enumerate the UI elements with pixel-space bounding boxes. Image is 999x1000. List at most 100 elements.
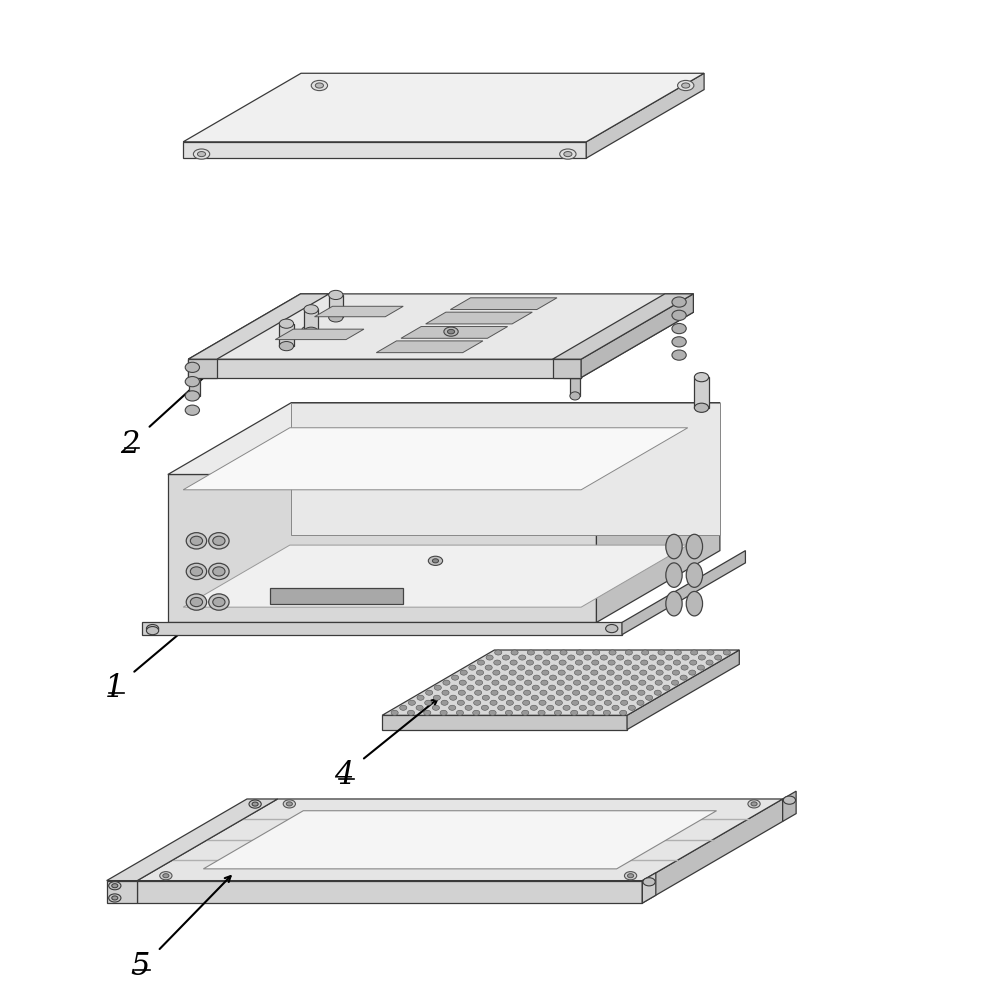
- Ellipse shape: [476, 680, 483, 685]
- Ellipse shape: [280, 342, 294, 351]
- Ellipse shape: [600, 655, 607, 660]
- Ellipse shape: [609, 650, 616, 655]
- Ellipse shape: [477, 670, 484, 675]
- Ellipse shape: [576, 650, 583, 655]
- Ellipse shape: [486, 665, 493, 670]
- Ellipse shape: [694, 403, 708, 412]
- Ellipse shape: [539, 690, 547, 695]
- Ellipse shape: [694, 373, 708, 382]
- Polygon shape: [401, 327, 507, 338]
- Text: 5: 5: [130, 951, 150, 982]
- Ellipse shape: [783, 796, 795, 804]
- Ellipse shape: [654, 690, 661, 695]
- Ellipse shape: [603, 710, 610, 715]
- Ellipse shape: [112, 884, 118, 888]
- Ellipse shape: [213, 536, 225, 545]
- Ellipse shape: [706, 660, 713, 665]
- Polygon shape: [383, 650, 739, 715]
- Ellipse shape: [672, 297, 686, 307]
- Polygon shape: [280, 324, 294, 346]
- Ellipse shape: [498, 705, 504, 710]
- Polygon shape: [168, 403, 720, 474]
- Ellipse shape: [469, 665, 476, 670]
- Ellipse shape: [429, 556, 443, 565]
- Ellipse shape: [538, 700, 546, 705]
- Ellipse shape: [525, 670, 532, 675]
- Polygon shape: [315, 306, 404, 317]
- Ellipse shape: [640, 660, 647, 665]
- Ellipse shape: [558, 670, 565, 675]
- Ellipse shape: [213, 567, 225, 576]
- Ellipse shape: [252, 802, 258, 806]
- Polygon shape: [426, 312, 532, 324]
- Ellipse shape: [627, 874, 633, 878]
- Ellipse shape: [112, 896, 118, 900]
- Ellipse shape: [698, 655, 705, 660]
- Ellipse shape: [517, 665, 524, 670]
- Ellipse shape: [631, 675, 638, 680]
- Bar: [270, 588, 403, 604]
- Ellipse shape: [665, 591, 682, 616]
- Ellipse shape: [508, 680, 515, 685]
- Ellipse shape: [579, 705, 586, 710]
- Ellipse shape: [567, 655, 574, 660]
- Ellipse shape: [629, 695, 636, 700]
- Ellipse shape: [672, 670, 679, 675]
- Ellipse shape: [416, 705, 424, 710]
- Ellipse shape: [643, 878, 655, 886]
- Ellipse shape: [620, 700, 627, 705]
- Ellipse shape: [500, 685, 506, 690]
- Polygon shape: [377, 341, 483, 353]
- Ellipse shape: [604, 700, 611, 705]
- Ellipse shape: [530, 705, 537, 710]
- Ellipse shape: [689, 660, 696, 665]
- Ellipse shape: [516, 675, 523, 680]
- Ellipse shape: [637, 700, 644, 705]
- Ellipse shape: [596, 695, 603, 700]
- Ellipse shape: [574, 670, 581, 675]
- Text: 2: 2: [120, 429, 139, 460]
- Ellipse shape: [484, 685, 491, 690]
- Ellipse shape: [645, 695, 652, 700]
- Ellipse shape: [595, 705, 602, 710]
- Ellipse shape: [571, 700, 578, 705]
- Ellipse shape: [191, 597, 203, 607]
- Ellipse shape: [523, 690, 530, 695]
- Ellipse shape: [570, 710, 577, 715]
- Ellipse shape: [487, 655, 494, 660]
- Polygon shape: [107, 881, 137, 903]
- Ellipse shape: [655, 680, 662, 685]
- Ellipse shape: [657, 660, 664, 665]
- Ellipse shape: [440, 710, 448, 715]
- Ellipse shape: [541, 670, 548, 675]
- Ellipse shape: [287, 802, 293, 806]
- Ellipse shape: [391, 710, 399, 715]
- Ellipse shape: [515, 685, 523, 690]
- Ellipse shape: [560, 650, 567, 655]
- Ellipse shape: [465, 705, 473, 710]
- Ellipse shape: [513, 705, 521, 710]
- Polygon shape: [581, 294, 693, 378]
- Ellipse shape: [461, 670, 468, 675]
- Polygon shape: [188, 294, 693, 359]
- Ellipse shape: [658, 650, 665, 655]
- Ellipse shape: [444, 327, 459, 336]
- Ellipse shape: [589, 680, 597, 685]
- Ellipse shape: [316, 83, 324, 88]
- Ellipse shape: [442, 690, 450, 695]
- Ellipse shape: [707, 650, 714, 655]
- Ellipse shape: [483, 695, 490, 700]
- Ellipse shape: [491, 690, 499, 695]
- Ellipse shape: [191, 567, 203, 576]
- Polygon shape: [142, 622, 622, 635]
- Polygon shape: [694, 377, 708, 408]
- Ellipse shape: [672, 323, 686, 334]
- Ellipse shape: [417, 695, 425, 700]
- Ellipse shape: [435, 685, 442, 690]
- Ellipse shape: [521, 710, 528, 715]
- Ellipse shape: [580, 695, 587, 700]
- Polygon shape: [276, 329, 364, 340]
- Polygon shape: [188, 294, 329, 359]
- Ellipse shape: [581, 685, 588, 690]
- Ellipse shape: [448, 329, 455, 334]
